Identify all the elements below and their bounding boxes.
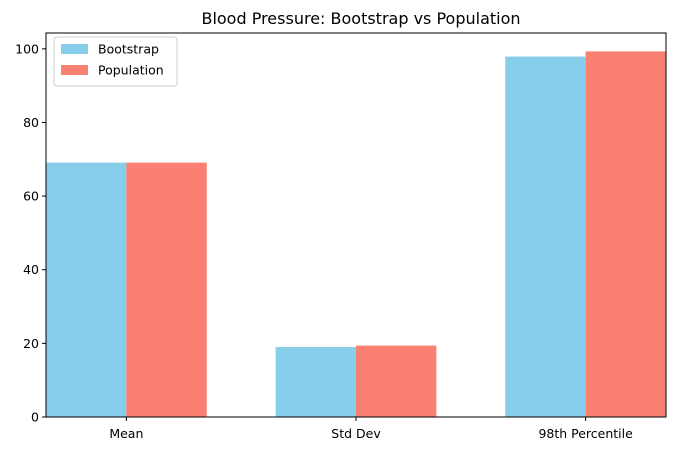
chart-title: Blood Pressure: Bootstrap vs Population bbox=[201, 9, 520, 28]
legend: Bootstrap Population bbox=[53, 36, 178, 87]
y-tick-label: 40 bbox=[23, 262, 39, 277]
bar-bootstrap-1 bbox=[275, 347, 356, 417]
bar-population-2 bbox=[585, 51, 666, 417]
legend-swatch-population bbox=[61, 65, 88, 75]
x-tick-label: Std Dev bbox=[331, 426, 381, 441]
legend-label-population: Population bbox=[98, 63, 164, 78]
bar-bootstrap-0 bbox=[46, 162, 127, 417]
plot-frame bbox=[45, 32, 667, 418]
bar-bootstrap-2 bbox=[505, 56, 586, 417]
legend-swatch-bootstrap bbox=[61, 44, 88, 54]
bars-group bbox=[46, 51, 666, 417]
y-tick-label: 20 bbox=[23, 336, 39, 351]
bar-population-1 bbox=[356, 345, 437, 417]
x-tick-label: 98th Percentile bbox=[538, 426, 633, 441]
y-tick-label: 0 bbox=[31, 410, 39, 425]
legend-label-bootstrap: Bootstrap bbox=[98, 42, 159, 57]
x-tick-label: Mean bbox=[109, 426, 143, 441]
x-axis: Mean Std Dev 98th Percentile bbox=[109, 417, 633, 441]
y-tick-label: 80 bbox=[23, 115, 39, 130]
y-tick-label: 60 bbox=[23, 189, 39, 204]
bar-population-0 bbox=[126, 162, 207, 417]
y-tick-label: 100 bbox=[15, 41, 39, 56]
y-axis: 0 20 40 60 80 100 bbox=[15, 41, 46, 425]
